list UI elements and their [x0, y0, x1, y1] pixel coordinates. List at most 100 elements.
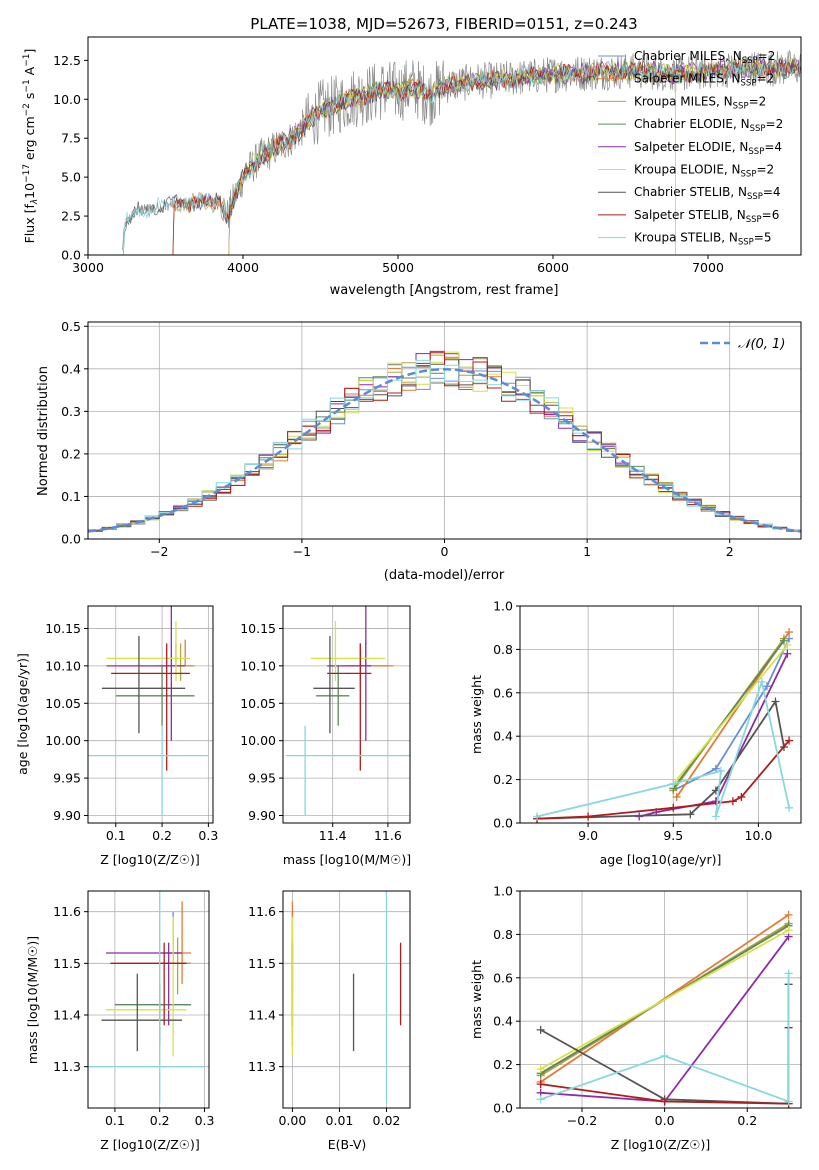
y-tick-label: 0.8	[493, 927, 513, 942]
y-tick-label: 10.10	[240, 658, 276, 673]
y-label-part: Flux [f	[22, 204, 37, 244]
x-axis-label: wavelength [Angstrom, rest frame]	[330, 283, 559, 298]
mass-weight-marker	[660, 1097, 669, 1106]
mass-weight-marker	[672, 792, 681, 801]
mass-weight-line	[672, 644, 789, 785]
legend-subscript: SSP	[750, 124, 766, 134]
y-tick-label: 1.0	[493, 884, 513, 899]
y-tick-label: 11.6	[53, 904, 81, 919]
y-label-part: s	[22, 93, 37, 104]
mass-weight-marker	[536, 1025, 545, 1034]
y-label-part: −1	[22, 54, 32, 67]
normal-reference-curve	[88, 368, 801, 533]
y-tick-label: 0.3	[61, 404, 81, 419]
mass-weight-marker	[536, 1095, 545, 1104]
residual-panel: −2 −1 0 1 2 0.0 0.1 0.2 0.3 0.4 0.5 𝒩(0, 1)	[61, 319, 802, 559]
axes-frame	[519, 890, 802, 1109]
y-tick-label: 11.4	[248, 1008, 276, 1023]
legend-count: =4	[764, 140, 782, 154]
y-label-part: λ	[30, 199, 40, 205]
mass-weight-marker	[785, 628, 794, 637]
mass-weight-Z-panel: −0.2 0.0 0.2 0.0 0.2 0.4 0.6 0.8 1.0	[493, 884, 802, 1128]
y-tick-label: 0.4	[493, 1014, 513, 1029]
y-tick-label: 10.05	[45, 696, 81, 711]
x-tick-label: 0.2	[152, 828, 172, 843]
spectrum-panel: 3000 4000 5000 6000 7000 0.0 2.5 5.0 7.5 10.0 12.5…	[53, 36, 802, 275]
plot-area	[536, 910, 793, 1108]
y-axis-label: mass weight	[469, 960, 484, 1039]
x-tick-label: 2	[726, 544, 734, 559]
spectrum-model-line	[122, 58, 801, 255]
y-tick-label: 11.5	[53, 956, 81, 971]
mass-weight-marker	[779, 636, 788, 645]
mass-weight-marker	[783, 641, 792, 650]
mass-weight-marker	[771, 697, 780, 706]
mass-weight-marker	[757, 677, 766, 686]
x-tick-label: 9.0	[578, 828, 598, 843]
plot-area	[285, 606, 410, 816]
y-tick-label: 11.3	[53, 1059, 81, 1074]
figure-title: PLATE=1038, MJD=52673, FIBERID=0151, z=0…	[250, 15, 637, 33]
x-tick-label: 0.02	[373, 1113, 401, 1128]
x-tick-label: 0.0	[655, 1113, 675, 1128]
mass-weight-marker	[686, 810, 695, 819]
legend-text: Kroupa MILES, N	[634, 94, 733, 108]
plot-area	[121, 49, 801, 255]
y-tick-label: 0.2	[61, 446, 81, 461]
x-tick-label: 9.5	[663, 828, 683, 843]
y-tick-label: 0.4	[61, 361, 81, 376]
mass-weight-line	[536, 678, 790, 818]
plot-area	[88, 606, 209, 816]
mass-weight-marker	[669, 779, 678, 788]
mass-weight-marker	[536, 1080, 545, 1089]
y-label-part: erg cm	[22, 116, 37, 164]
axes-frame	[282, 605, 411, 824]
legend-label: Salpeter MILES, NSSP=2	[634, 72, 774, 89]
mass-weight-marker	[728, 797, 737, 806]
legend-label: Chabrier MILES, NSSP=2	[634, 49, 775, 66]
mass-ebv-panel: 0.00 0.01 0.02 11.3 11.4 11.5 11.6	[248, 890, 411, 1128]
y-label-part: 10	[22, 183, 37, 199]
mass-weight-marker	[711, 812, 720, 821]
legend-text: Chabrier MILES, N	[634, 49, 742, 63]
y-tick-label: 0.0	[61, 248, 81, 263]
legend-count: =2	[756, 72, 774, 86]
mass-weight-marker	[784, 910, 793, 919]
y-tick-label: 0.8	[493, 642, 513, 657]
legend-subscript: SSP	[738, 238, 754, 248]
y-tick-label: 0.0	[493, 1101, 513, 1116]
legend-label: 𝒩(0, 1)	[738, 337, 785, 352]
x-tick-label: 0.1	[105, 1113, 125, 1128]
y-tick-label: 0.0	[493, 816, 513, 831]
x-tick-label: 7000	[692, 260, 724, 275]
x-tick-label: 0.3	[198, 828, 218, 843]
y-tick-label: 2.5	[61, 209, 81, 224]
legend-subscript: SSP	[741, 170, 757, 180]
y-label-part: −2	[22, 103, 32, 116]
y-tick-label: 5.0	[61, 170, 81, 185]
x-tick-label: 0	[441, 544, 449, 559]
legend-count: =2	[756, 163, 774, 177]
y-tick-label: 10.00	[240, 733, 276, 748]
x-tick-label: 10.0	[745, 828, 773, 843]
x-tick-label: 0.01	[326, 1113, 354, 1128]
y-label-part: ]	[22, 49, 37, 54]
y-label-part: A	[22, 66, 37, 79]
legend-subscript: SSP	[733, 101, 749, 111]
legend-subscript: SSP	[741, 79, 757, 89]
y-tick-label: 0.2	[493, 1057, 513, 1072]
legend-text: Chabrier ELODIE, N	[634, 117, 750, 131]
y-tick-label: 11.5	[248, 956, 276, 971]
axes-frame	[87, 605, 214, 824]
mass-weight-marker	[762, 682, 771, 691]
mass-weight-marker	[533, 812, 542, 821]
x-tick-label: 0.3	[195, 1113, 215, 1128]
plot-area	[88, 891, 205, 1103]
legend-count: =2	[749, 94, 767, 108]
legend-text: Salpeter STELIB, N	[634, 208, 746, 222]
x-tick-label: 6000	[537, 260, 569, 275]
mass-weight-marker	[660, 1051, 669, 1060]
y-tick-label: 10.00	[45, 733, 81, 748]
